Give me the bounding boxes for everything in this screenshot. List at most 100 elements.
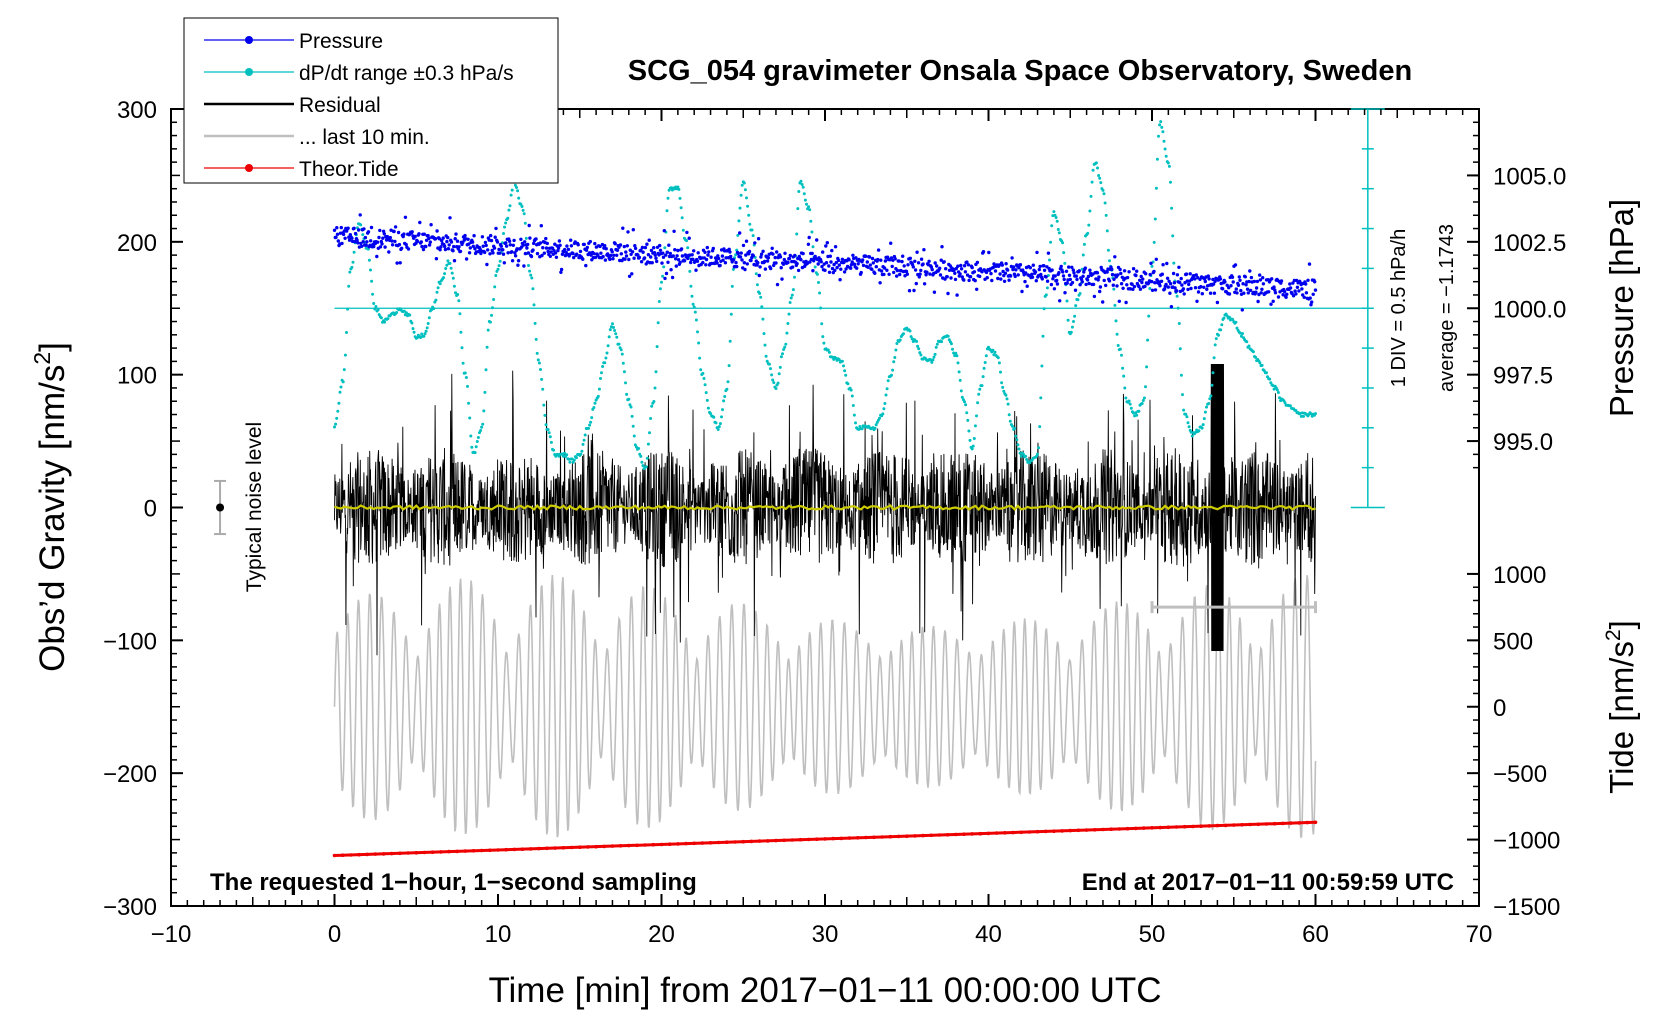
pressure-point [801,251,805,256]
dpdt-point [826,348,830,352]
dpdt-point [976,401,980,405]
dpdt-point [883,402,887,405]
pressure-point [749,258,753,263]
theor-tide-point [733,840,737,844]
dpdt-point [737,219,741,223]
pressure-point [678,260,682,265]
dpdt-point [426,322,430,325]
pressure-point [892,270,896,275]
dpdt-point [448,261,452,265]
pressure-point [1137,284,1141,289]
theor-tide-point [1166,825,1171,830]
pressure-tick-label: 1000.0 [1493,296,1566,323]
pressure-point [404,242,408,247]
dpdt-point [376,308,380,312]
theor-tide-point [1011,830,1015,835]
pressure-point [912,288,916,293]
pressure-point [837,263,841,267]
dpdt-point [704,391,708,395]
pressure-point [1158,284,1162,288]
dpdt-point [1202,417,1206,421]
pressure-point [1165,276,1170,280]
pressure-point [492,246,497,250]
dpdt-point [980,384,984,388]
pressure-point [502,261,506,265]
pressure-point [833,268,837,273]
pressure-point [744,253,748,257]
dpdt-point [515,186,518,189]
pressure-point [375,254,379,259]
dpdt-point [479,429,483,432]
pressure-point [762,259,767,264]
pressure-point [622,244,626,249]
pressure-point [528,236,532,240]
theor-tide-point [1142,826,1146,830]
dpdt-point [442,276,445,280]
dpdt-point [781,352,784,356]
dpdt-point [791,288,795,292]
dpdt-point [680,216,684,220]
pressure-point [486,248,490,252]
pressure-point [1248,269,1252,273]
pressure-point [1311,292,1315,296]
dpdt-point [984,354,988,358]
legend-label: ... last 10 min. [299,126,430,149]
dpdt-point [790,293,794,297]
theor-tide-point [1003,831,1007,835]
pressure-point [666,260,670,264]
pressure-point [1310,300,1314,304]
pressure-point [563,247,567,252]
dpdt-point [991,348,995,352]
pressure-point [727,247,731,251]
theor-tide-point [439,850,443,854]
dpdt-point [1008,419,1012,423]
dpdt-point [1122,374,1126,378]
dpdt-point [333,425,336,429]
dpdt-point [589,420,593,424]
pressure-point [1083,266,1088,270]
dpdt-point [770,373,774,377]
dpdt-point [1172,261,1176,265]
pressure-point [435,229,439,233]
theor-tide-point [815,837,819,841]
pressure-point [799,258,803,262]
x-tick-label: 10 [485,921,512,948]
dpdt-point [507,208,511,212]
pressure-point [508,243,512,247]
pressure-point [588,239,592,244]
pressure-point [1097,275,1101,279]
dpdt-point [424,329,428,333]
pressure-point [913,268,918,272]
pressure-point [1196,290,1201,294]
y-axis-label-tide: Tide [nm/s2] [1602,620,1640,794]
legend: Pressure dP/dt range ±0.3 hPa/s Residual..… [183,17,559,184]
dpdt-point [543,413,547,417]
dpdt-point [580,449,584,453]
pressure-point [335,226,339,230]
pressure-point [707,250,711,254]
pressure-point [630,250,635,254]
dpdt-point [339,385,343,389]
pressure-point [770,246,774,250]
dpdt-point [1200,426,1204,430]
pressure-point [1013,274,1017,279]
pressure-point [511,243,515,247]
pressure-point [834,260,838,265]
pressure-point [738,255,743,259]
dpdt-point [765,359,769,363]
legend-label: dP/dt range ±0.3 hPa/s [299,62,514,85]
pressure-point [751,254,755,258]
pressure-point [844,267,848,271]
dpdt-point [430,308,433,312]
pressure-point [1078,283,1082,287]
pressure-point [721,258,725,262]
theor-tide-point [406,851,410,855]
pressure-point [437,237,442,241]
pressure-point [919,268,923,273]
pressure-point [882,266,887,270]
dpdt-point [432,307,436,311]
pressure-point [525,246,529,250]
dpdt-point [1074,304,1078,308]
pressure-point [1016,273,1020,277]
dpdt-point [632,434,636,438]
